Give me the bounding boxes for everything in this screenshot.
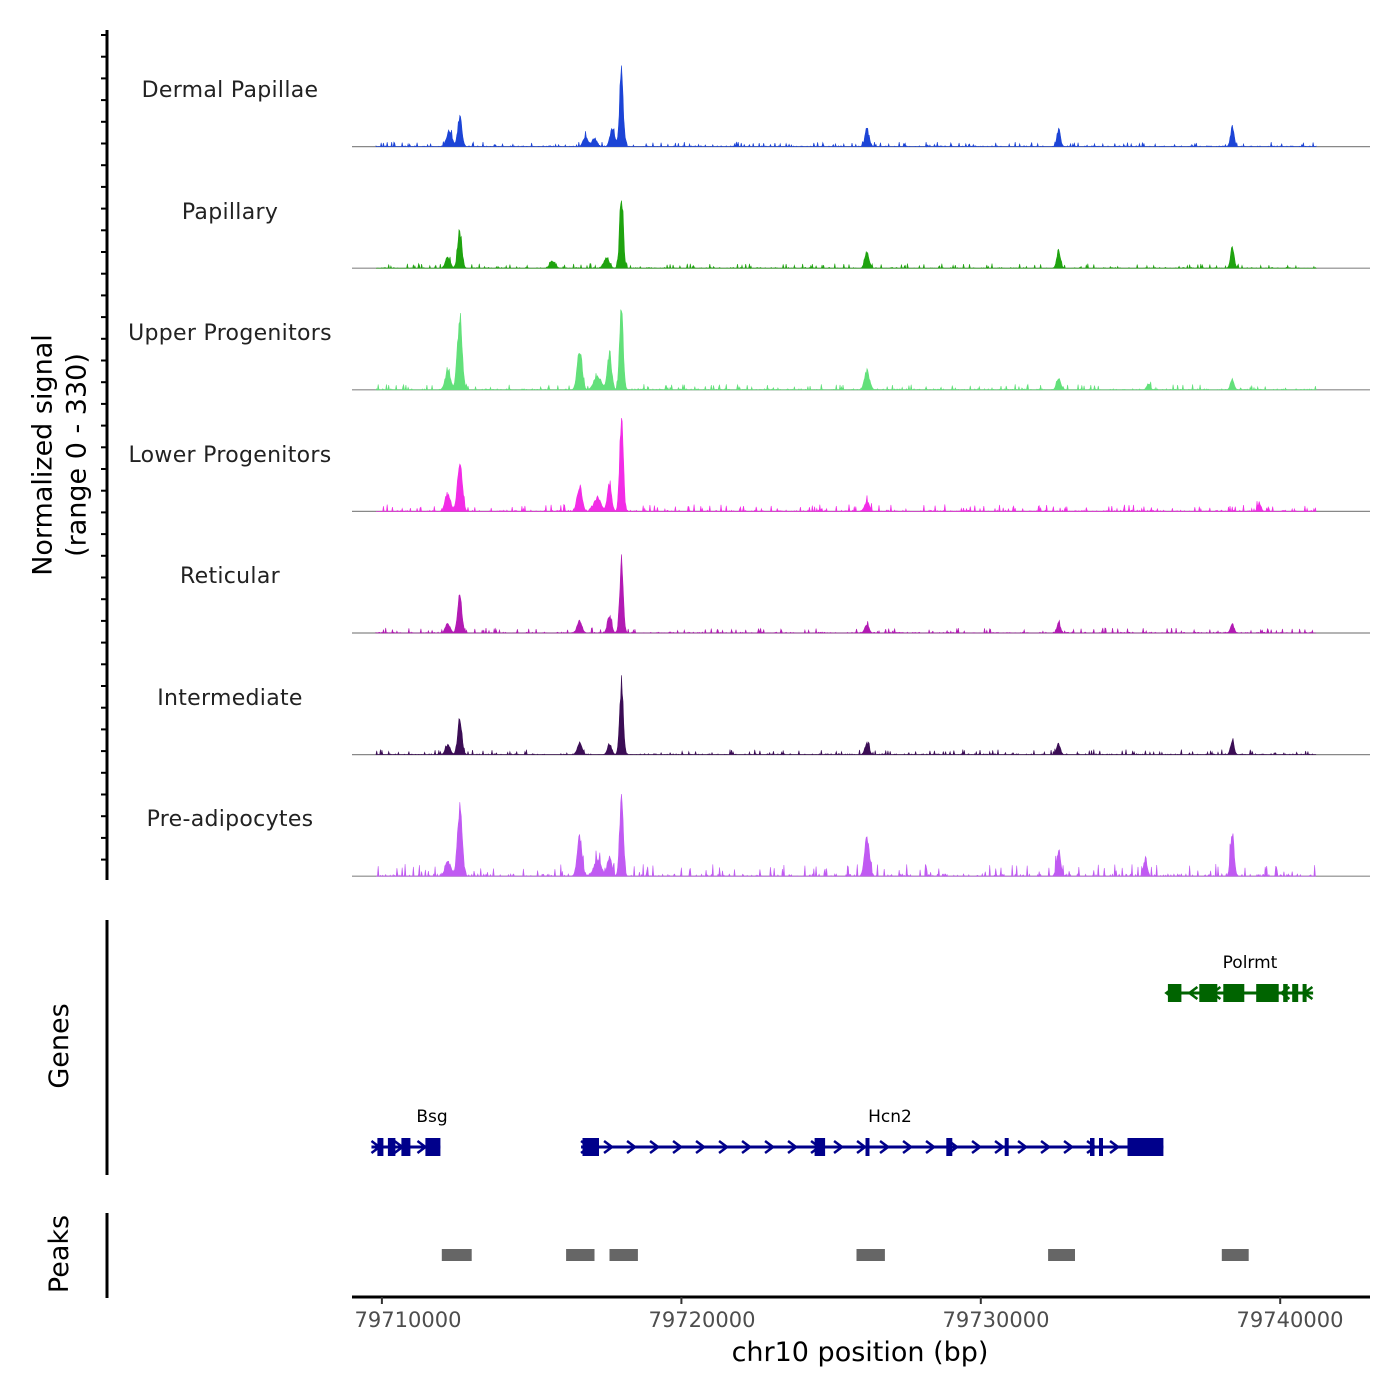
peak-region	[441, 1249, 472, 1261]
gene-exon	[946, 1138, 953, 1156]
strand-arrow	[695, 1140, 707, 1154]
x-tick-label: 79740000	[1236, 1308, 1344, 1332]
strand-arrow	[1109, 1140, 1121, 1154]
strand-arrow	[741, 1140, 753, 1154]
gene-exon	[1127, 1138, 1164, 1156]
gene-bsg	[370, 1138, 441, 1156]
x-tick-label: 79730000	[942, 1308, 1050, 1332]
strand-arrow	[764, 1140, 776, 1154]
peak-region	[856, 1249, 885, 1261]
gene-exon	[814, 1138, 826, 1156]
gene-exon	[425, 1138, 441, 1156]
strand-arrow	[833, 1140, 845, 1154]
strand-arrow	[1063, 1140, 1075, 1154]
gene-exon	[1256, 984, 1279, 1002]
track-label: Lower Progenitors	[128, 443, 332, 468]
coverage-area	[376, 793, 1317, 878]
track-dermal-papillae	[352, 65, 1370, 148]
strand-arrow	[718, 1140, 730, 1154]
track-papillary	[352, 200, 1370, 270]
strand-arrow	[1187, 986, 1199, 1000]
coverage-area	[376, 200, 1317, 270]
gene-exon	[582, 1138, 599, 1156]
gene-annotations	[370, 984, 1314, 1156]
gene-exon	[1167, 984, 1182, 1002]
track-lower-progenitors	[352, 417, 1370, 513]
gene-label-polrmt: Polrmt	[1222, 953, 1278, 973]
y-axis-title: Normalized signal (range 0 - 330)	[26, 334, 94, 576]
peak-region	[1221, 1249, 1249, 1261]
gene-exon	[1302, 984, 1307, 1002]
strand-arrow	[603, 1140, 615, 1154]
strand-arrow	[925, 1140, 937, 1154]
gene-exon	[1292, 984, 1299, 1002]
strand-arrow	[649, 1140, 661, 1154]
strand-arrow	[994, 1140, 1006, 1154]
peak-regions	[441, 1249, 1249, 1261]
genes-panel-title: Genes	[44, 1003, 76, 1089]
gene-exon	[1099, 1138, 1103, 1156]
coverage-area	[375, 675, 1317, 756]
strand-arrow	[879, 1140, 891, 1154]
signal-y-axis-ticks	[101, 34, 107, 861]
track-pre-adipocytes	[352, 793, 1370, 878]
track-label: Intermediate	[157, 686, 303, 711]
coverage-area	[375, 309, 1317, 391]
gene-label-bsg: Bsg	[416, 1107, 448, 1127]
coverage-area	[376, 417, 1317, 513]
strand-arrow	[1017, 1139, 1029, 1155]
gene-label-hcn2: Hcn2	[868, 1107, 912, 1127]
strand-arrow	[902, 1140, 914, 1154]
track-reticular	[352, 554, 1370, 634]
gene-exon	[387, 1138, 396, 1156]
coverage-area	[375, 65, 1317, 148]
x-tick-label: 79710000	[354, 1308, 462, 1332]
strand-arrow	[971, 1140, 983, 1154]
track-upper-progenitors	[352, 309, 1370, 391]
signal-tracks	[352, 65, 1370, 878]
track-intermediate	[352, 675, 1370, 756]
strand-arrow	[856, 1140, 868, 1154]
coverage-area	[375, 554, 1317, 634]
strand-arrow	[626, 1140, 638, 1154]
strand-arrow	[672, 1140, 684, 1154]
track-label: Dermal Papillae	[141, 78, 319, 103]
y-axis-title-line-2: (range 0 - 330)	[61, 353, 92, 557]
y-axis-title-line-1: Normalized signal	[27, 334, 59, 576]
strand-arrow	[787, 1140, 799, 1154]
gene-exon	[1283, 984, 1288, 1002]
strand-arrow	[1040, 1140, 1052, 1154]
gene-exon	[1090, 1138, 1095, 1156]
gene-hcn2	[580, 1138, 1164, 1156]
peaks-panel-title: Peaks	[44, 1214, 76, 1294]
track-label: Pre-adipocytes	[146, 807, 314, 832]
gene-exon	[377, 1138, 384, 1156]
gene-exon	[1004, 1138, 1009, 1156]
gene-exon	[1199, 984, 1218, 1002]
peak-region	[566, 1249, 595, 1261]
x-tick-label: 79720000	[648, 1308, 756, 1332]
track-label: Upper Progenitors	[128, 321, 332, 346]
track-label: Papillary	[181, 200, 279, 225]
gene-exon	[865, 1138, 870, 1156]
peak-region	[1048, 1249, 1075, 1261]
gene-polrmt	[1164, 984, 1314, 1002]
strand-arrow	[1086, 1140, 1098, 1154]
x-axis-title: chr10 position (bp)	[731, 1337, 989, 1368]
gene-exon	[1223, 984, 1245, 1002]
gene-exon	[401, 1138, 411, 1156]
track-label: Reticular	[180, 564, 280, 589]
peak-region	[609, 1249, 638, 1261]
x-axis-ticks	[380, 1297, 1282, 1304]
